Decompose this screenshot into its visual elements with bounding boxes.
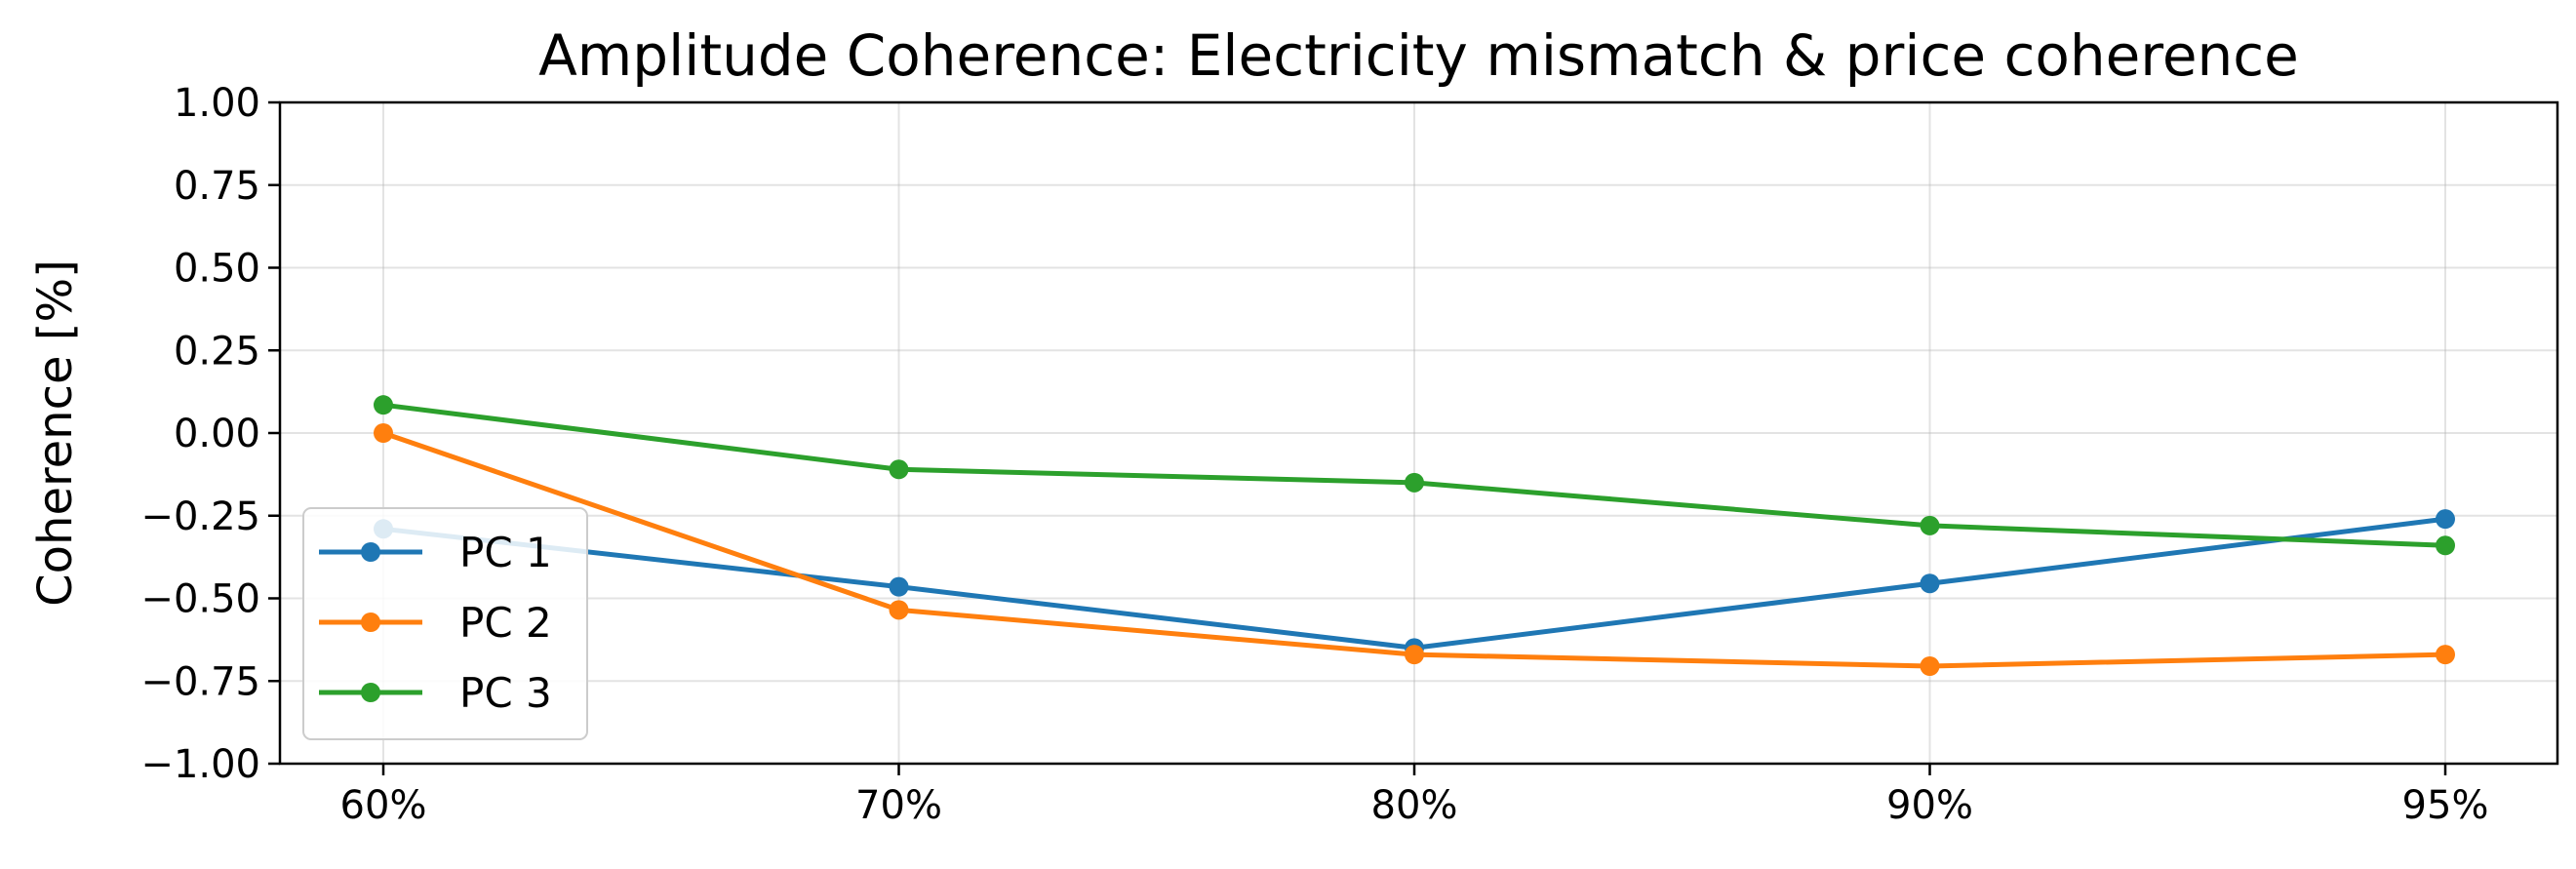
legend-item: PC 1 [319,529,552,576]
data-point [1920,573,1940,594]
y-tick-label: 0.50 [174,247,260,292]
y-tick-label: 1.00 [174,81,260,126]
data-point [374,395,393,415]
y-axis: 1.00 0.75 0.50 0.25 0.00 −0.25 −0.50 −0.75 −1.00 [140,81,280,787]
axes-frame [278,100,2559,766]
data-point [2436,509,2455,530]
data-point [1405,645,1424,665]
data-point [1920,655,1940,676]
data-point [889,576,909,597]
series-3 [374,395,2455,556]
legend-marker [361,683,380,702]
legend-item: PC 3 [319,669,552,717]
legend-item: PC 2 [319,599,552,647]
x-tick-label: 70% [855,783,942,828]
data-point [374,423,393,443]
legend-marker [361,612,380,632]
x-tick-label: 90% [1886,783,1973,828]
legend-label: PC 1 [459,529,552,576]
legend-label: PC 3 [459,669,552,717]
legend-label: PC 2 [459,599,552,647]
y-tick-label: 0.75 [174,164,260,209]
x-tick-label: 80% [1371,783,1458,828]
legend-box [302,507,588,740]
y-tick-label: −0.75 [140,659,260,704]
legend-marker [361,542,380,562]
legend: PC 1 PC 2 PC 3 [302,507,588,740]
data-point [889,459,909,480]
y-tick-label: −0.50 [140,577,260,622]
data-point [889,600,909,620]
x-tick-label: 60% [340,783,427,828]
data-point [1920,515,1940,535]
y-tick-label: −0.25 [140,494,260,539]
data-point [2436,535,2455,556]
chart-title: Amplitude Coherence: Electricity mismatc… [538,22,2299,89]
y-axis-title: Coherence [%] [28,259,83,607]
series-2 [374,423,2455,676]
x-tick-label: 95% [2402,783,2489,828]
data-point [2436,645,2455,665]
x-axis: 60% 70% 80% 90% 95% [340,764,2489,828]
y-tick-label: 0.00 [174,412,260,456]
y-tick-label: 0.25 [174,329,260,374]
y-tick-label: −1.00 [140,742,260,787]
data-point [1405,472,1424,493]
